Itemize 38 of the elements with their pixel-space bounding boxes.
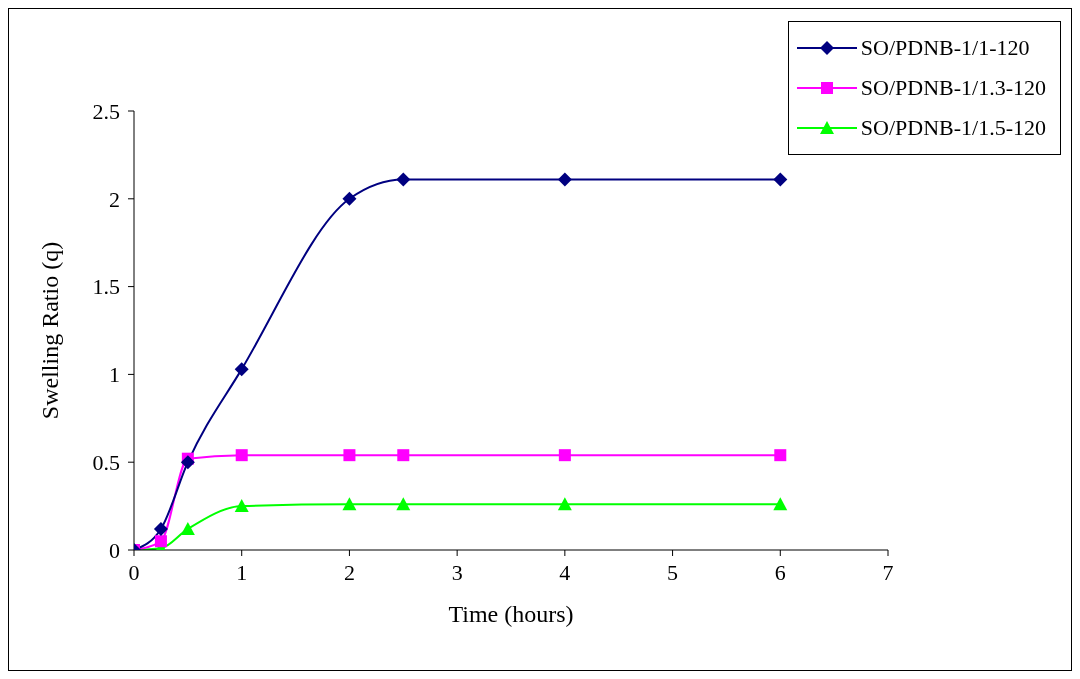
x-tick-label: 4 — [559, 559, 571, 585]
point — [396, 172, 411, 187]
x-tick-label: 0 — [128, 559, 140, 585]
point — [234, 499, 249, 513]
legend-label: SO/PDNB-1/1.3-120 — [860, 75, 1046, 101]
point — [180, 455, 195, 470]
point — [774, 449, 787, 462]
y-tick-label: 2 — [109, 186, 120, 212]
legend-label: SO/PDNB-1/1.5-120 — [860, 115, 1046, 141]
x-tick-label: 5 — [667, 559, 679, 585]
point — [153, 521, 168, 536]
x-tick-label: 6 — [774, 559, 786, 585]
point — [557, 497, 572, 511]
point — [180, 521, 195, 535]
x-tick-label: 1 — [236, 559, 248, 585]
y-tick-label: 2.5 — [92, 98, 120, 124]
legend-label: SO/PDNB-1/1-120 — [860, 35, 1030, 61]
point — [773, 172, 788, 187]
x-tick-label: 7 — [882, 559, 894, 585]
y-tick-label: 1.5 — [92, 274, 120, 300]
x-tick-label: 3 — [451, 559, 463, 585]
point — [342, 497, 357, 511]
point — [557, 172, 572, 187]
y-tick-label: 1 — [109, 362, 120, 388]
point — [234, 362, 249, 377]
point — [558, 449, 571, 462]
y-tick-label: 0.5 — [92, 450, 120, 476]
point — [773, 497, 788, 511]
y-axis-title: Swelling Ratio (q) — [36, 241, 63, 420]
point — [396, 497, 411, 511]
x-tick-label: 2 — [343, 559, 355, 585]
point — [342, 191, 357, 206]
point — [235, 449, 248, 462]
x-axis-title: Time (hours) — [448, 601, 574, 627]
y-tick-label: 0 — [109, 537, 120, 563]
point — [343, 449, 356, 462]
point — [154, 535, 167, 548]
point — [397, 449, 410, 462]
